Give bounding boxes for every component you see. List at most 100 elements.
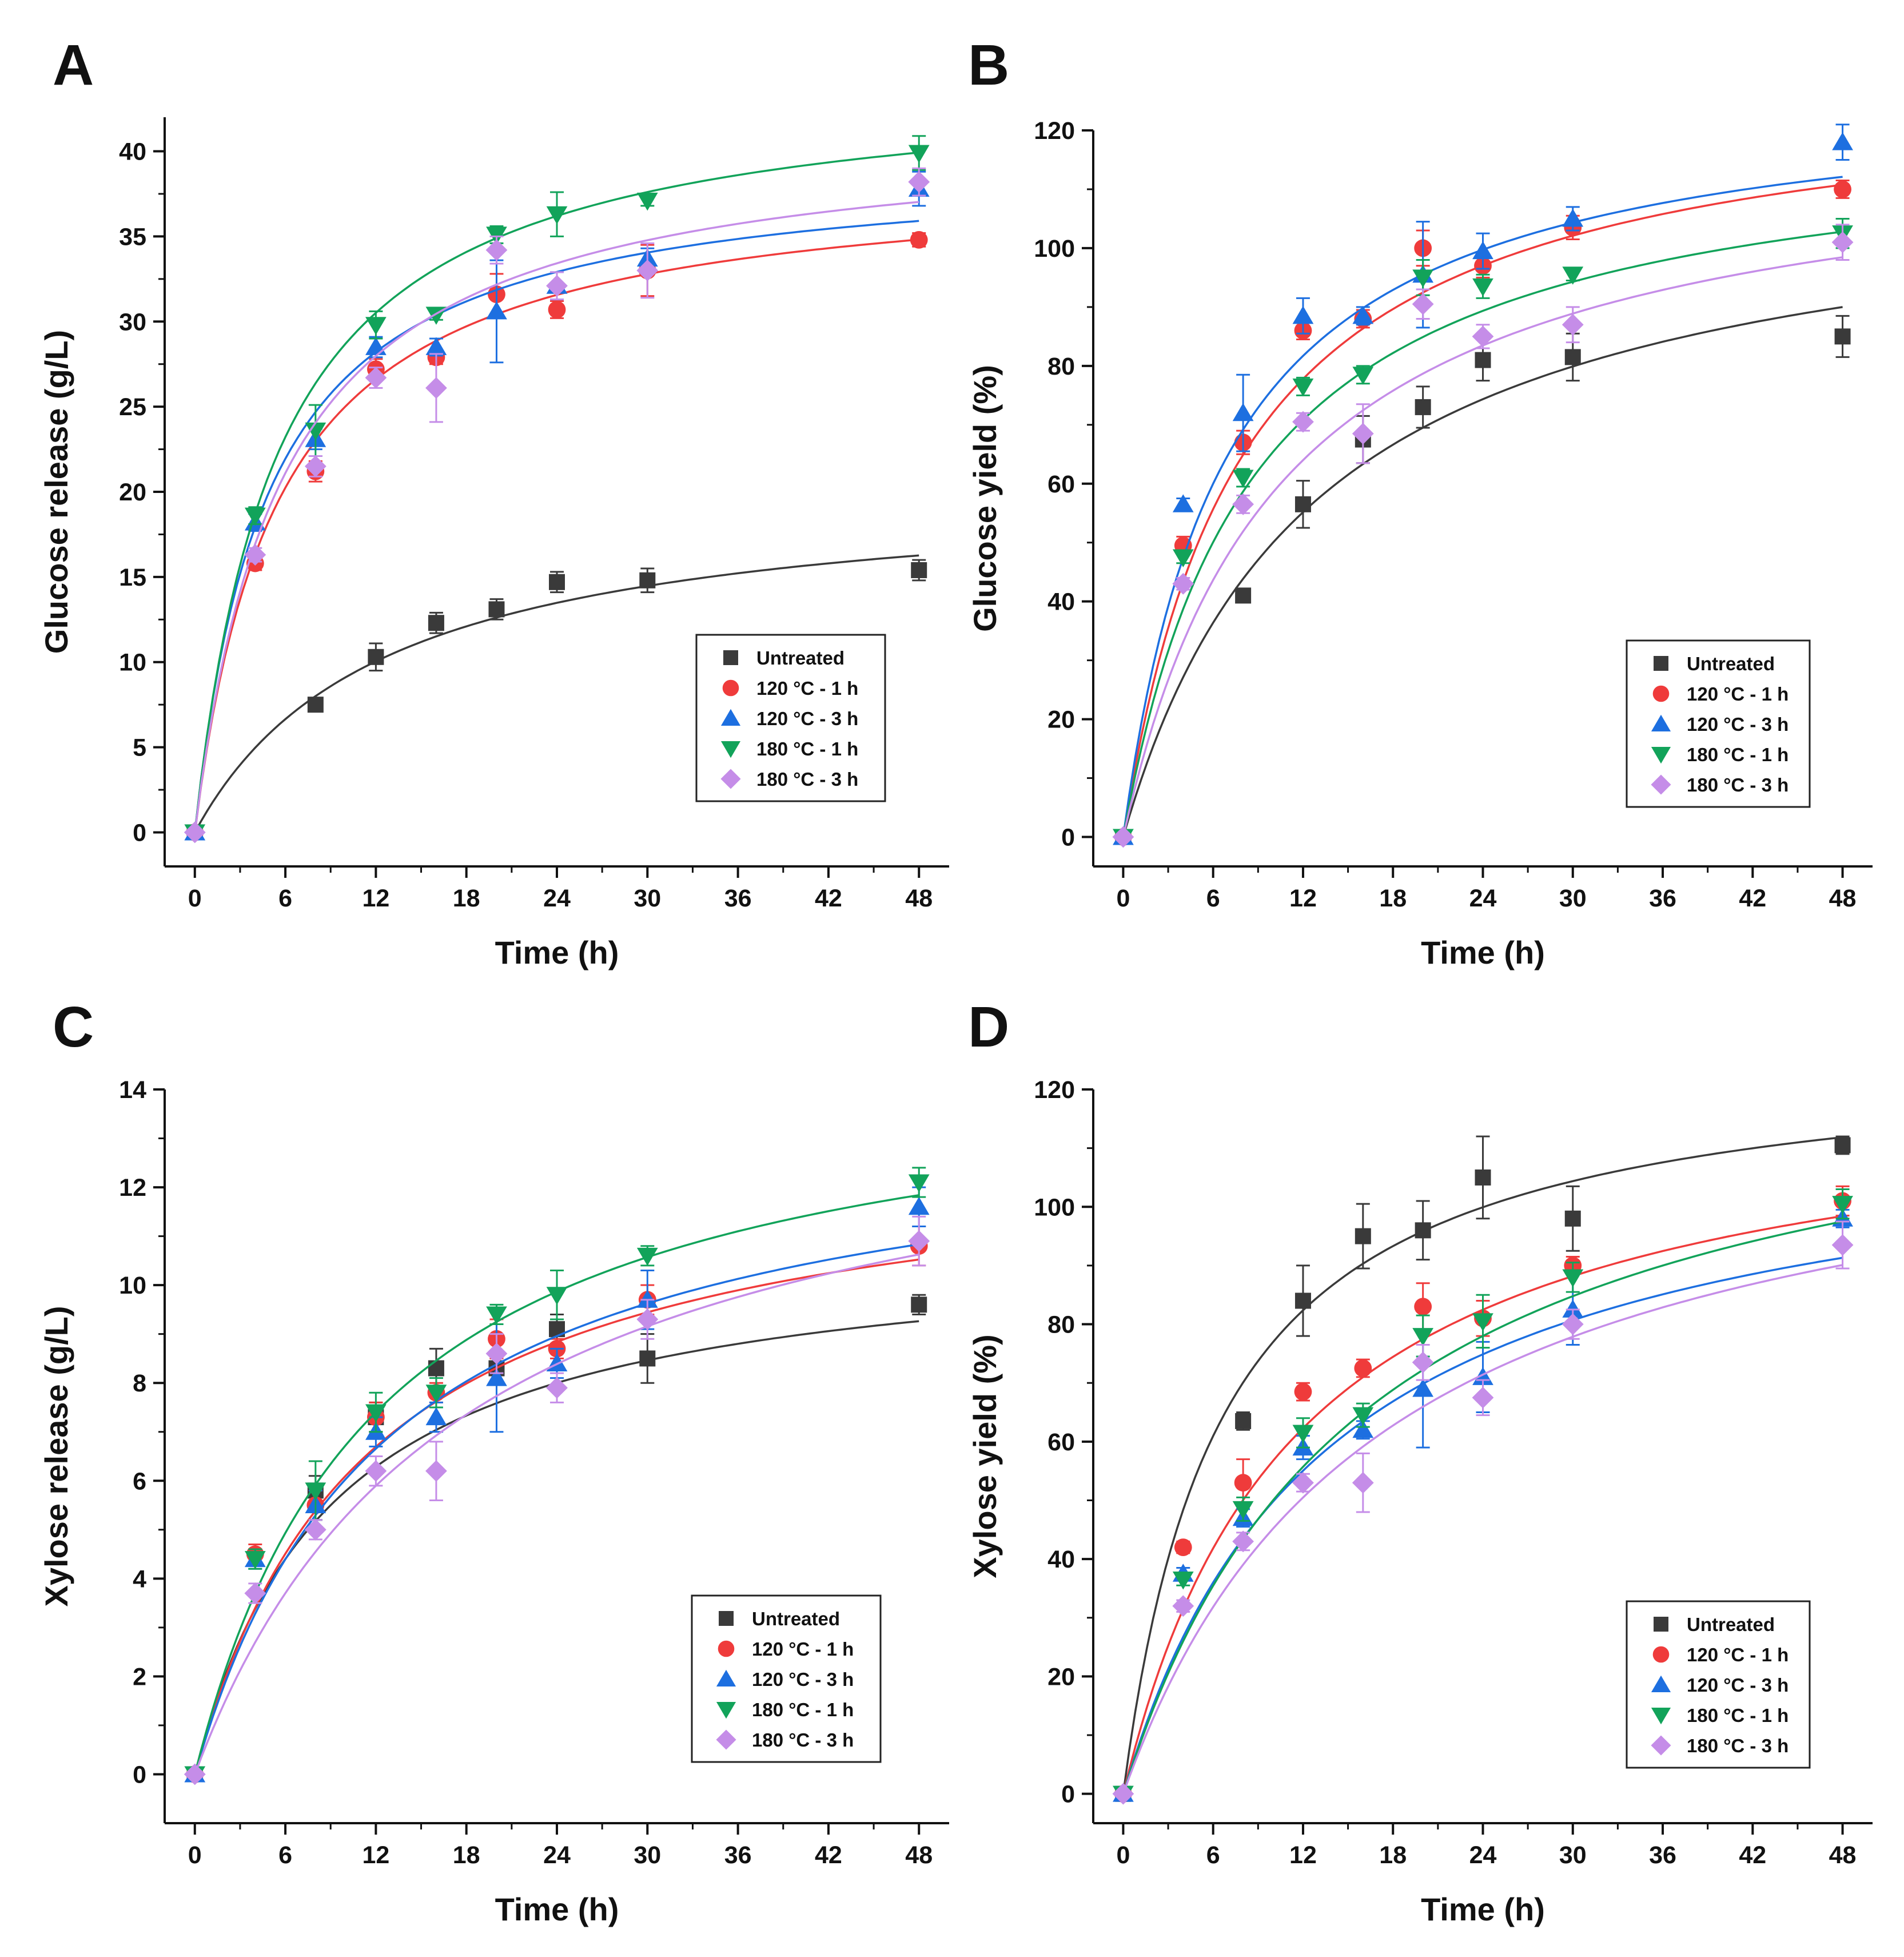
legend-label: 180 °C - 1 h xyxy=(1687,744,1789,765)
y-tick-label: 10 xyxy=(119,1272,146,1299)
x-tick-label: 42 xyxy=(815,885,842,912)
legend-marker xyxy=(1651,714,1671,731)
data-point xyxy=(1412,269,1434,288)
y-tick-label: 20 xyxy=(119,479,146,506)
data-point xyxy=(1172,494,1194,512)
data-point xyxy=(1112,1783,1134,1805)
data-point xyxy=(911,1296,927,1313)
legend-marker xyxy=(1654,656,1668,671)
data-point xyxy=(908,171,930,193)
legend-label: 180 °C - 3 h xyxy=(1687,774,1789,795)
data-point xyxy=(908,1174,930,1193)
x-axis-title: Time (h) xyxy=(495,1891,619,1927)
legend-marker xyxy=(716,1669,736,1686)
series-180-c-3-h xyxy=(184,167,930,844)
legend-marker xyxy=(1651,747,1671,764)
y-tick-label: 0 xyxy=(1061,1781,1075,1808)
fit-curve xyxy=(194,1253,919,1775)
chart-panel-d: D 0 6 12 18 24 30 36 42 48 0 20 40 60 80 100 120 Time (h)… xyxy=(967,995,1873,1927)
legend-label: 120 °C - 3 h xyxy=(1687,1674,1789,1696)
data-point xyxy=(365,1460,387,1482)
legend-marker xyxy=(722,679,739,697)
data-point xyxy=(365,367,387,389)
data-point xyxy=(1562,266,1584,285)
x-tick-label: 48 xyxy=(1829,1841,1857,1869)
panel-label: B xyxy=(968,33,1009,97)
data-point xyxy=(639,572,656,588)
data-point xyxy=(428,1360,444,1377)
legend-marker xyxy=(1652,685,1670,702)
data-point xyxy=(546,206,568,225)
legend-marker xyxy=(716,1702,736,1719)
data-point xyxy=(1564,1210,1581,1227)
y-tick-label: 0 xyxy=(1061,824,1075,852)
series-180-c-1-h xyxy=(184,1167,930,1784)
data-point xyxy=(1475,352,1491,368)
legend-label: Untreated xyxy=(1687,1614,1775,1635)
legend: Untreated 120 °C - 1 h 120 °C - 3 h 180 °C … xyxy=(1626,639,1811,808)
data-point xyxy=(1232,1501,1254,1520)
y-tick-label: 4 xyxy=(133,1565,146,1593)
legend-label: Untreated xyxy=(756,647,845,669)
data-point xyxy=(1831,231,1854,253)
data-point xyxy=(1832,132,1853,150)
y-tick-label: 14 xyxy=(119,1076,146,1104)
legend: Untreated 120 °C - 1 h 120 °C - 3 h 180 °C … xyxy=(1626,1600,1811,1769)
data-point xyxy=(911,562,927,578)
data-point xyxy=(908,1196,930,1215)
legend-label: 180 °C - 1 h xyxy=(1687,1705,1789,1726)
data-point xyxy=(304,455,326,478)
x-tick-label: 48 xyxy=(1829,885,1857,912)
x-tick-label: 48 xyxy=(905,1841,933,1869)
x-tick-label: 18 xyxy=(453,885,480,912)
data-point xyxy=(365,317,387,335)
legend-label: 120 °C - 1 h xyxy=(1687,683,1789,705)
y-tick-label: 100 xyxy=(1034,1194,1075,1221)
data-point xyxy=(1834,328,1851,345)
y-tick-label: 2 xyxy=(133,1663,146,1691)
legend-marker xyxy=(716,1729,736,1750)
x-axis-title: Time (h) xyxy=(1421,934,1545,970)
data-point xyxy=(184,821,206,844)
legend-label: 120 °C - 1 h xyxy=(752,1638,854,1660)
data-point xyxy=(486,1368,507,1386)
x-tick-label: 42 xyxy=(1739,1841,1766,1869)
data-point xyxy=(425,1385,447,1403)
x-tick-label: 30 xyxy=(634,885,661,912)
x-tick-label: 24 xyxy=(543,1841,571,1869)
fit-curve xyxy=(194,554,919,833)
data-point xyxy=(1415,399,1431,415)
legend-label: 120 °C - 1 h xyxy=(756,678,858,699)
x-tick-label: 12 xyxy=(1289,1841,1317,1869)
x-tick-label: 6 xyxy=(1206,1841,1220,1869)
x-tick-label: 12 xyxy=(362,1841,389,1869)
data-point xyxy=(1475,1169,1491,1186)
data-point xyxy=(1112,826,1134,848)
legend-marker xyxy=(720,741,741,758)
x-tick-label: 36 xyxy=(724,885,752,912)
y-axis-title: Glucose release (g/L) xyxy=(38,330,74,654)
data-point xyxy=(244,544,266,566)
x-tick-label: 24 xyxy=(1469,885,1497,912)
legend-label: 120 °C - 3 h xyxy=(752,1669,854,1690)
legend-label: 180 °C - 3 h xyxy=(1687,1735,1789,1756)
y-tick-label: 40 xyxy=(119,138,146,166)
data-point xyxy=(486,301,507,320)
legend-marker xyxy=(1654,1617,1668,1632)
data-point xyxy=(1352,1419,1374,1438)
data-point xyxy=(1352,423,1374,445)
data-point xyxy=(1352,1471,1374,1494)
y-tick-label: 120 xyxy=(1034,117,1075,145)
legend-label: 120 °C - 1 h xyxy=(1687,1644,1789,1665)
legend-marker xyxy=(720,769,741,789)
data-point xyxy=(1172,572,1194,595)
y-tick-label: 5 xyxy=(133,734,146,762)
data-point xyxy=(1172,549,1194,567)
data-point xyxy=(1292,305,1314,324)
y-tick-label: 35 xyxy=(119,223,146,250)
fit-curve xyxy=(194,201,919,833)
data-point xyxy=(1232,493,1254,515)
data-point xyxy=(1412,1328,1434,1346)
data-point xyxy=(1292,1471,1314,1494)
